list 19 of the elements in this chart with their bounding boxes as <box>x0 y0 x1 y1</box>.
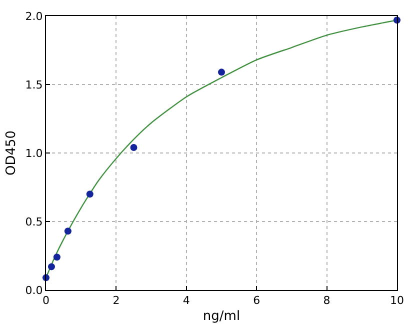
x-tick-label: 0 <box>42 294 50 308</box>
y-tick-label: 2.0 <box>25 10 43 23</box>
y-tick-label: 1.0 <box>25 146 43 160</box>
x-tick-label: 10 <box>390 294 404 308</box>
x-tick-label: 2 <box>112 294 120 308</box>
x-tick-label: 4 <box>182 294 190 308</box>
point <box>48 263 55 270</box>
y-tick-label: 0.0 <box>25 284 43 297</box>
point <box>53 254 60 261</box>
y-tick-label: 1.5 <box>25 78 43 92</box>
x-tick-label: 8 <box>323 294 330 308</box>
point <box>218 68 225 76</box>
point <box>64 228 72 235</box>
x-axis-title: ng/ml <box>202 308 240 324</box>
point <box>86 190 94 198</box>
y-tick-label: 0.5 <box>25 215 43 228</box>
point <box>130 144 138 152</box>
y-axis-title: OD450 <box>4 130 20 176</box>
x-tick-label: 6 <box>253 294 260 308</box>
